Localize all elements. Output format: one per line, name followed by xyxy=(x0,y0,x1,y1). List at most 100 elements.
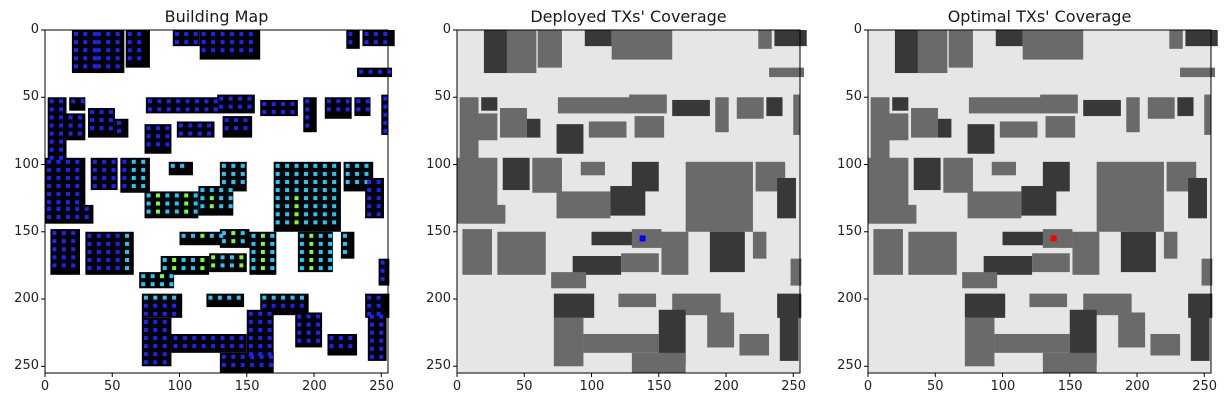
receiver-point xyxy=(106,258,111,263)
receiver-point xyxy=(359,69,364,74)
receiver-point xyxy=(383,128,388,133)
building xyxy=(168,161,193,176)
building xyxy=(769,67,805,78)
receiver-point xyxy=(305,115,310,120)
receiver-point xyxy=(231,231,236,236)
receiver-point xyxy=(200,204,205,209)
receiver-point xyxy=(290,101,295,106)
receiver-point xyxy=(47,175,52,180)
receiver-point xyxy=(68,115,73,120)
receiver-point xyxy=(160,282,165,287)
receiver-point xyxy=(383,96,388,101)
axes-frame-1 xyxy=(456,29,801,374)
receiver-point xyxy=(92,175,97,180)
receiver-point xyxy=(229,32,234,37)
receiver-point xyxy=(73,32,78,37)
receiver-point xyxy=(303,212,308,217)
receiver-point xyxy=(290,110,295,115)
receiver-point xyxy=(240,362,245,367)
receiver-point xyxy=(236,295,241,300)
receiver-point xyxy=(281,303,286,308)
receiver-point xyxy=(267,352,272,357)
receiver-point xyxy=(176,99,181,104)
building xyxy=(707,312,735,348)
receiver-point xyxy=(165,142,170,147)
receiver-point xyxy=(258,311,263,316)
receiver-point xyxy=(229,255,234,260)
receiver-point xyxy=(90,110,95,115)
building xyxy=(457,204,506,224)
receiver-point xyxy=(49,139,54,144)
receiver-point xyxy=(96,48,101,53)
receiver-point xyxy=(243,126,248,131)
receiver-point xyxy=(122,159,127,164)
receiver-point xyxy=(299,258,304,263)
receiver-point xyxy=(77,123,82,128)
receiver-point xyxy=(259,354,264,359)
receiver-point xyxy=(208,295,213,300)
receiver-point xyxy=(221,239,226,244)
receiver-point xyxy=(166,99,171,104)
receiver-point xyxy=(108,126,113,131)
receiver-point xyxy=(162,327,167,332)
receiver-point xyxy=(275,220,280,225)
receiver-point xyxy=(239,32,244,37)
receiver-point xyxy=(318,241,323,246)
receiver-point xyxy=(217,295,222,300)
building xyxy=(873,229,903,275)
receiver-point xyxy=(61,239,66,244)
building xyxy=(1022,30,1084,60)
receiver-point xyxy=(137,56,142,61)
building xyxy=(457,157,498,207)
building xyxy=(1045,116,1076,138)
receiver-point xyxy=(248,344,253,349)
receiver-point xyxy=(306,322,311,327)
receiver-point xyxy=(239,263,244,268)
building xyxy=(340,231,355,259)
building xyxy=(994,333,1070,353)
receiver-point xyxy=(294,212,299,217)
building xyxy=(1180,67,1216,78)
receiver-point xyxy=(234,126,239,131)
receiver-point xyxy=(248,48,253,53)
receiver-point xyxy=(231,239,236,244)
receiver-point xyxy=(192,344,197,349)
receiver-point xyxy=(73,64,78,69)
building xyxy=(968,97,1043,114)
receiver-point xyxy=(143,344,148,349)
building xyxy=(580,161,605,176)
receiver-point xyxy=(192,336,197,341)
receiver-point xyxy=(92,56,97,61)
receiver-point xyxy=(219,204,224,209)
receiver-point xyxy=(146,209,151,214)
receiver-point xyxy=(65,200,70,205)
receiver-point xyxy=(56,175,61,180)
receiver-point xyxy=(153,295,158,300)
receiver-point xyxy=(47,200,52,205)
receiver-point xyxy=(200,196,205,201)
receiver-point xyxy=(90,126,95,131)
building xyxy=(551,272,587,289)
receiver-point xyxy=(248,32,253,37)
receiver-point xyxy=(299,266,304,271)
x-tick-label: 200 xyxy=(714,379,739,394)
receiver-point xyxy=(258,319,263,324)
receiver-point xyxy=(258,327,263,332)
receiver-point xyxy=(271,110,276,115)
receiver-point xyxy=(96,249,101,254)
receiver-point xyxy=(204,99,209,104)
receiver-point xyxy=(73,40,78,45)
receiver-point xyxy=(260,258,265,263)
receiver-point xyxy=(56,206,61,211)
y-tick-label: 100 xyxy=(426,156,451,172)
receiver-point xyxy=(87,233,92,238)
receiver-point xyxy=(184,209,189,214)
receiver-point xyxy=(59,123,64,128)
receiver-point xyxy=(332,188,337,193)
receiver-point xyxy=(387,69,392,74)
receiver-point xyxy=(75,175,80,180)
receiver-point xyxy=(194,107,199,112)
receiver-point xyxy=(153,327,158,332)
receiver-point xyxy=(267,311,272,316)
receiver-point xyxy=(239,48,244,53)
